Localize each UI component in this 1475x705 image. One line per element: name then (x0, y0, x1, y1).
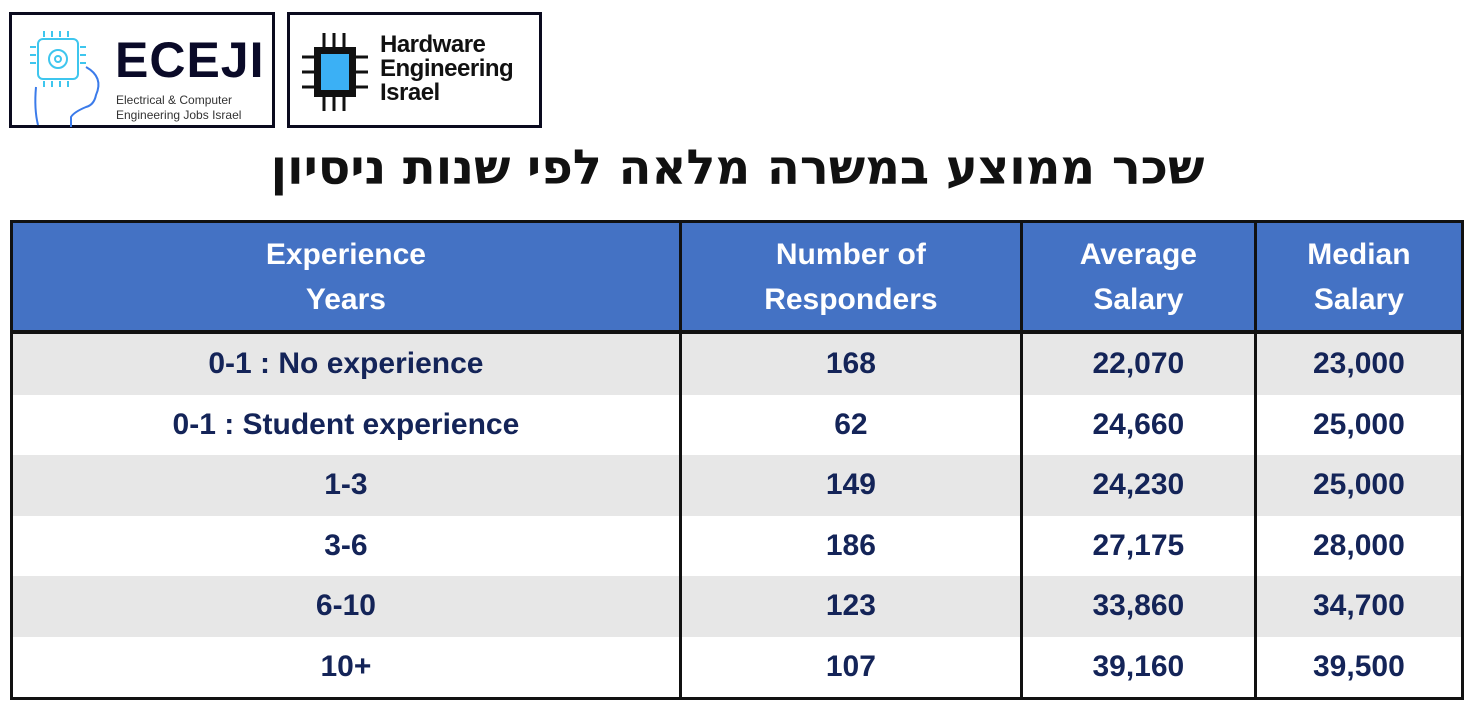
experience-cell: 10+ (11, 636, 682, 699)
table-row: 0-1 : No experience 168 22,070 23,000 (11, 332, 1463, 395)
table-row: 3-6 186 27,175 28,000 (11, 515, 1463, 576)
header-text: Salary (1093, 282, 1184, 316)
header-median: Median Salary (1255, 221, 1463, 334)
experience-cell: 1-3 (11, 455, 682, 516)
eceji-tagline: Electrical & Computer Engineering Jobs I… (116, 93, 241, 123)
header-text: Median (1307, 237, 1411, 271)
responders-cell: 186 (680, 515, 1023, 576)
hardware-engineering-israel-logo: Hardware Engineering Israel (287, 12, 542, 128)
salary-table: Experience Years Number of Responders Aver… (10, 220, 1464, 700)
header-text: Salary (1313, 282, 1404, 316)
header-experience: Experience Years (11, 221, 682, 334)
average-salary-cell: 39,160 (1021, 636, 1257, 699)
header-responders: Number of Responders (680, 221, 1023, 334)
table-row: 0-1 : Student experience 62 24,660 25,000 (11, 394, 1463, 455)
average-salary-cell: 24,660 (1021, 394, 1257, 455)
responders-cell: 62 (680, 394, 1023, 455)
header-row: Experience Years Number of Responders Aver… (11, 221, 1463, 334)
average-salary-cell: 33,860 (1021, 576, 1257, 637)
experience-cell: 0-1 : Student experience (11, 394, 682, 455)
header-average: Average Salary (1021, 221, 1257, 334)
chip-icon (302, 33, 368, 111)
experience-cell: 0-1 : No experience (11, 332, 682, 395)
responders-cell: 149 (680, 455, 1023, 516)
tagline-line2: Engineering Jobs Israel (116, 108, 242, 122)
experience-cell: 3-6 (11, 515, 682, 576)
median-salary-cell: 25,000 (1255, 455, 1463, 516)
table-row: 6-10 123 33,860 34,700 (11, 576, 1463, 637)
median-salary-cell: 34,700 (1255, 576, 1463, 637)
responders-cell: 168 (680, 332, 1023, 395)
head-chip-gear-icon (30, 31, 100, 127)
median-salary-cell: 39,500 (1313, 649, 1405, 683)
table-row: 10+ 107 39,160 39,500 (11, 636, 1463, 699)
wordmark-line2: Engineering (380, 55, 514, 82)
average-salary-cell: 24,230 (1021, 455, 1257, 516)
average-salary-cell: 22,070 (1021, 332, 1257, 395)
wordmark-line3: Israel (380, 79, 440, 106)
header-text: Average (1079, 237, 1197, 271)
header-text: Experience (265, 237, 426, 271)
eceji-logo: ECEJI Electrical & Computer Engineering … (9, 12, 275, 128)
average-salary-cell: 27,175 (1021, 515, 1257, 576)
median-salary-cell: 25,000 (1313, 407, 1405, 441)
wordmark-line1: Hardware (380, 31, 486, 58)
page-title: שכר ממוצע במשרה מלאה לפי שנות ניסיון (270, 140, 1205, 196)
median-salary-cell: 28,000 (1313, 528, 1405, 562)
responders-cell: 123 (680, 576, 1023, 637)
tagline-line1: Electrical & Computer (116, 93, 233, 107)
header-text: Years (305, 282, 386, 316)
header-text: Responders (764, 282, 938, 316)
hardware-wordmark: Hardware Engineering Israel (380, 31, 514, 106)
eceji-wordmark: ECEJI (115, 32, 265, 88)
experience-cell: 6-10 (11, 576, 682, 637)
responders-cell: 107 (680, 636, 1023, 699)
header-text: Number of (775, 237, 926, 271)
median-salary-cell: 23,000 (1255, 332, 1463, 395)
table-row: 1-3 149 24,230 25,000 (11, 455, 1463, 516)
